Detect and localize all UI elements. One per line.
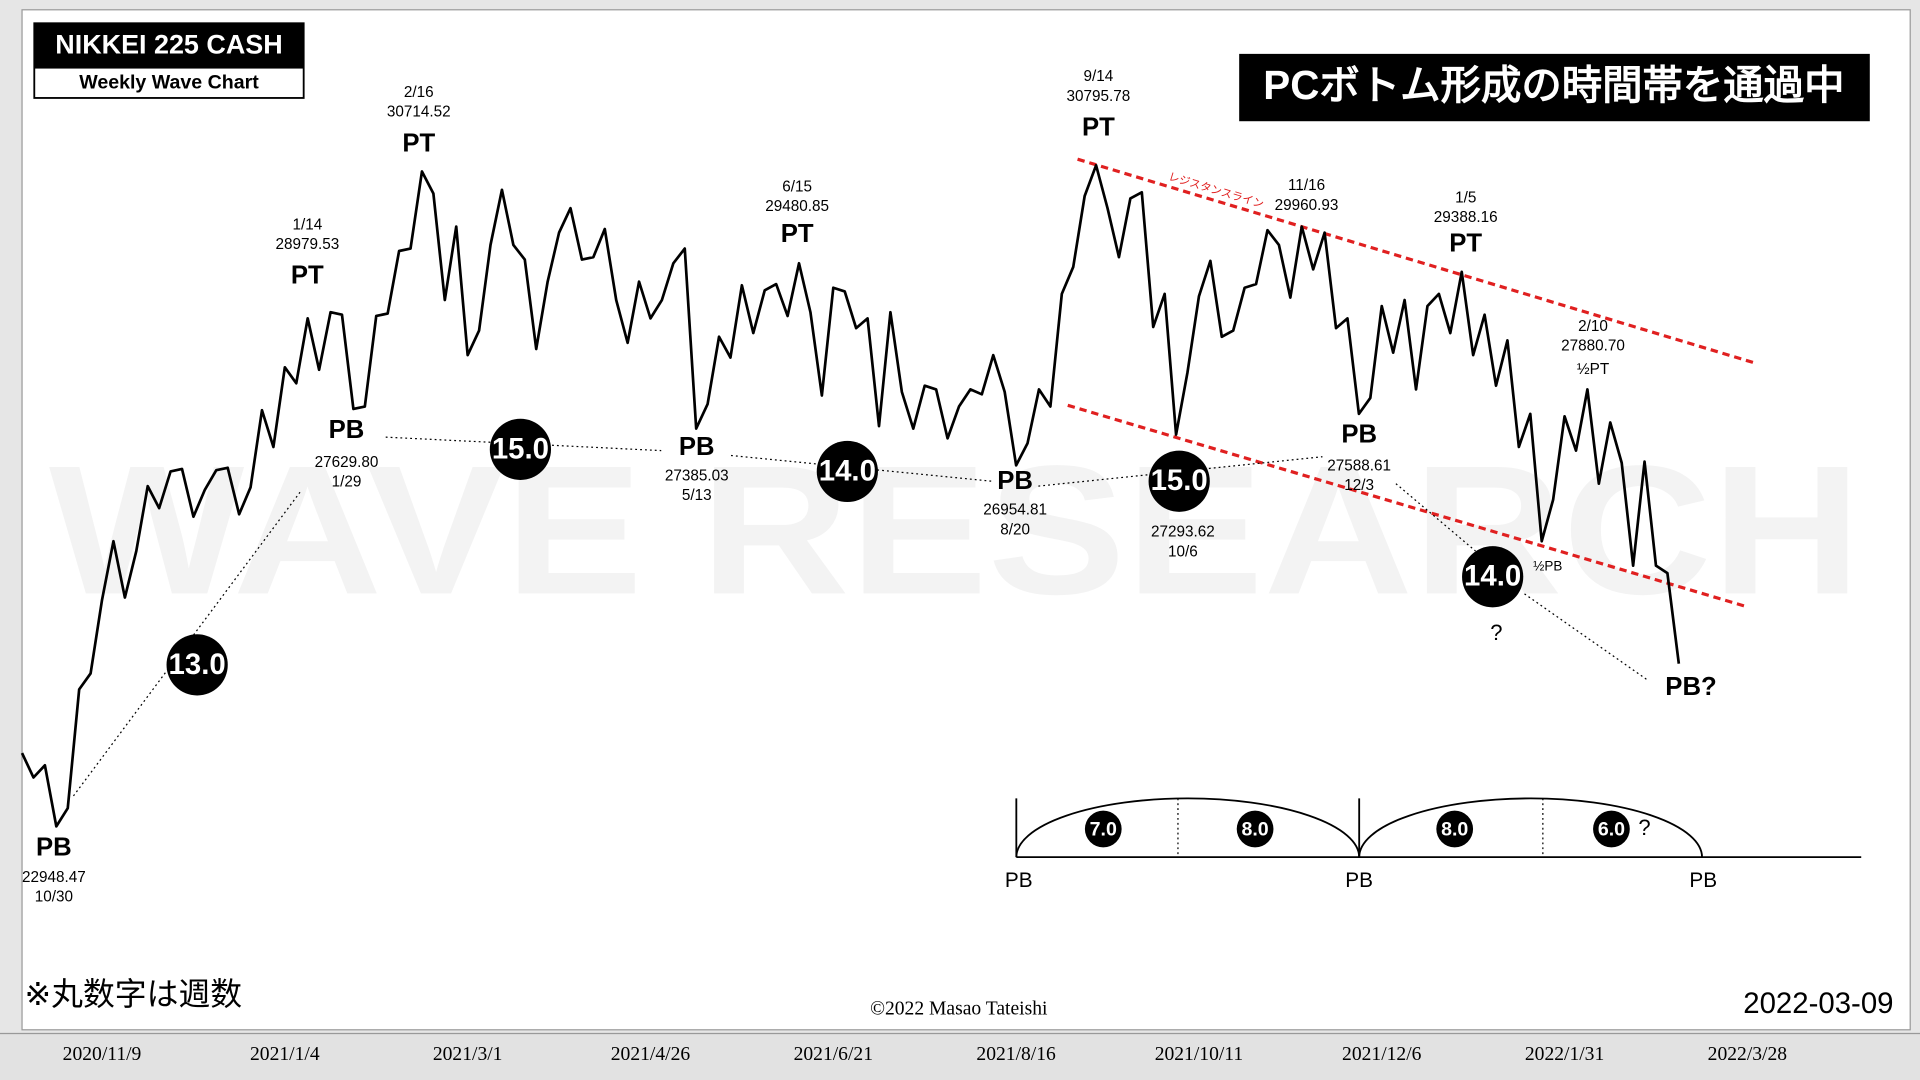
x-tick-label: 2021/8/16 <box>976 1044 1056 1065</box>
pivot-value: 29388.16 <box>1434 209 1498 226</box>
cycle-circles: 13.0 15.0 14.0 15.0 14.0 <box>166 418 1524 696</box>
question-mark: ? <box>1490 620 1502 645</box>
x-tick-label: 2021/3/1 <box>433 1044 503 1065</box>
diagram-label: PB <box>1345 869 1373 892</box>
pivot-label: PT <box>1082 113 1115 141</box>
x-tick-label: 2021/10/11 <box>1155 1044 1243 1065</box>
pivot-value: 26954.81 <box>983 502 1047 519</box>
diagram-circle <box>1236 810 1274 848</box>
next-pb-label: PB? <box>1665 673 1716 701</box>
x-tick-label: 2021/1/4 <box>250 1044 320 1065</box>
chart-title: NIKKEI 225 CASH <box>55 30 282 60</box>
title-band <box>34 23 304 69</box>
diagram-label: PB <box>1689 869 1717 892</box>
diagram-label: PB <box>1005 869 1033 892</box>
diagram-count: 8.0 <box>1241 818 1268 840</box>
pivot-date: 10/6 <box>1168 543 1198 560</box>
cycle-circle <box>816 440 878 503</box>
headline: PCボトム形成の時間帯を通過中 <box>1263 62 1844 108</box>
diagram-circle <box>1436 810 1474 848</box>
pivot-label: ½PT <box>1577 361 1609 378</box>
pivot-date: 8/20 <box>1000 521 1030 538</box>
cycle-diagram: 7.0 8.0 8.0 6.0 ? PB PB PB <box>1005 797 1862 892</box>
copyright: ©2022 Masao Tateishi <box>870 999 1048 1020</box>
half-pb-label: ½PB <box>1533 559 1562 574</box>
diagram-question: ? <box>1638 815 1650 840</box>
chart-date: 2022-03-09 <box>1743 987 1893 1020</box>
x-tick-label: 2022/1/31 <box>1525 1044 1604 1065</box>
pivot-label: PB <box>36 833 72 861</box>
pivot-label: PB <box>997 467 1033 495</box>
cycle-count: 15.0 <box>1151 464 1208 497</box>
chart-subtitle: Weekly Wave Chart <box>79 71 259 93</box>
pivot-value: 22948.47 <box>22 869 86 886</box>
pivot-value: 30795.78 <box>1066 88 1130 105</box>
pivot-value: 27880.70 <box>1561 338 1625 355</box>
pivot-value: 27293.62 <box>1151 524 1215 541</box>
cycle-count: 13.0 <box>169 648 226 681</box>
pivot-date: 11/16 <box>1288 177 1325 194</box>
pivot-date: 1/5 <box>1455 189 1476 206</box>
cycle-circle <box>166 634 228 696</box>
pivot-date: 2/16 <box>404 84 434 101</box>
pivot-value: 27588.61 <box>1327 458 1391 475</box>
plot-area <box>21 9 1911 1031</box>
headline-box <box>1239 53 1870 122</box>
pivot-date: 9/14 <box>1083 68 1113 85</box>
diagram-arc <box>1015 797 1361 858</box>
pivot-label: PT <box>781 220 814 248</box>
pivot-label: PT <box>291 262 324 290</box>
footnote: ※丸数字は週数 <box>24 976 242 1012</box>
diagram-arc <box>1358 797 1703 858</box>
pivot-label: PB <box>329 416 365 444</box>
pivots: PB 22948.47 10/30 1/14 28979.53 PT PB 27… <box>22 68 1717 905</box>
resistance-line <box>1077 157 1758 366</box>
price-line <box>20 163 1681 828</box>
x-tick-label: 2020/11/9 <box>63 1044 142 1065</box>
cycle-circle <box>1148 450 1210 512</box>
pivot-value: 29960.93 <box>1275 197 1339 214</box>
x-tick-label: 2022/3/28 <box>1708 1044 1788 1065</box>
cycle-count: 14.0 <box>1464 560 1521 593</box>
x-axis-strip <box>0 1033 1920 1080</box>
pivot-date: 10/30 <box>35 889 73 906</box>
pivot-date: 6/15 <box>782 178 812 195</box>
cycle-count: 15.0 <box>492 432 549 465</box>
diagram-circle <box>1593 810 1630 848</box>
pivot-label: PT <box>1449 230 1482 258</box>
pivot-date: 5/13 <box>682 487 712 504</box>
cycle-circle <box>489 418 552 480</box>
pivot-date: 12/3 <box>1344 477 1374 494</box>
x-tick-label: 2021/6/21 <box>794 1044 873 1065</box>
diagram-count: 7.0 <box>1090 818 1117 840</box>
pivot-date: 1/14 <box>292 216 322 233</box>
support-line <box>1067 403 1746 608</box>
pivot-value: 28979.53 <box>275 236 339 253</box>
pivot-value: 27629.80 <box>315 454 379 471</box>
diagram-count: 8.0 <box>1441 818 1468 840</box>
pivot-label: PT <box>402 129 435 157</box>
pivot-label: PB <box>679 433 715 461</box>
pivot-value: 30714.52 <box>387 104 451 121</box>
x-tick-label: 2021/4/26 <box>611 1044 691 1065</box>
cycle-link <box>1524 593 1648 681</box>
diagram-circle <box>1084 810 1122 848</box>
pivot-value: 27385.03 <box>665 467 729 484</box>
line-layer <box>20 163 1681 828</box>
pivot-value: 29480.85 <box>765 198 829 215</box>
pivot-date: 1/29 <box>332 473 362 490</box>
pivot-label: PB <box>1341 421 1377 449</box>
diagram-count: 6.0 <box>1598 818 1625 840</box>
pivot-date: 2/10 <box>1578 318 1608 335</box>
cycle-circle <box>1462 546 1524 608</box>
cycle-count: 14.0 <box>819 454 876 487</box>
x-tick-label: 2021/12/6 <box>1342 1044 1422 1065</box>
x-axis: 2020/11/9 2021/1/4 2021/3/1 2021/4/26 2021/6… <box>63 1044 1788 1065</box>
